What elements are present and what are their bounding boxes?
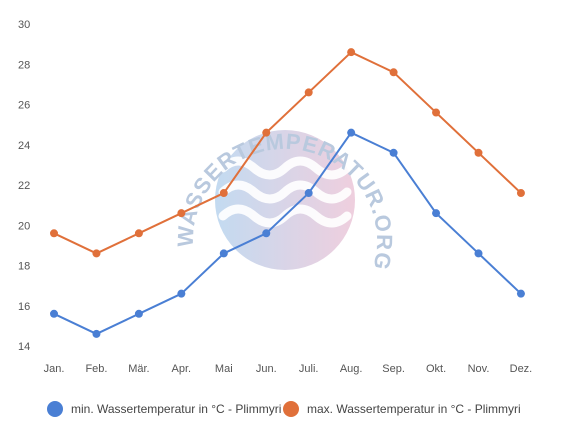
- y-tick-label: 18: [18, 261, 30, 273]
- max-data-point: [389, 68, 398, 77]
- x-tick-label: Jun.: [256, 363, 277, 375]
- max-data-point: [304, 88, 313, 97]
- y-tick-label: 24: [18, 140, 30, 152]
- min-data-point: [134, 309, 143, 318]
- y-tick-label: 22: [18, 180, 30, 192]
- x-tick-label: Mai: [215, 363, 233, 375]
- legend-marker-max: [283, 401, 299, 417]
- x-tick-label: Mär.: [128, 363, 149, 375]
- max-data-point: [516, 189, 525, 198]
- min-data-point: [516, 289, 525, 298]
- min-data-point: [92, 329, 101, 338]
- max-data-point: [134, 229, 143, 238]
- max-data-point: [92, 249, 101, 258]
- y-tick-label: 30: [18, 19, 30, 31]
- max-data-point: [432, 108, 441, 117]
- max-data-point: [50, 229, 58, 238]
- x-tick-label: Aug.: [340, 363, 363, 375]
- min-data-point: [262, 229, 271, 238]
- x-tick-label: Nov.: [468, 363, 490, 375]
- y-tick-label: 20: [18, 220, 30, 232]
- x-tick-label: Apr.: [172, 363, 192, 375]
- min-data-point: [304, 189, 313, 198]
- legend-label-max: max. Wassertemperatur in °C - Plimmyri: [307, 402, 521, 416]
- x-tick-label: Feb.: [85, 363, 107, 375]
- min-data-point: [474, 249, 483, 258]
- legend-marker-min: [47, 401, 63, 417]
- min-data-point: [50, 309, 58, 318]
- y-tick-label: 14: [18, 341, 30, 353]
- x-tick-label: Dez.: [510, 363, 533, 375]
- legend: min. Wassertemperatur in °C - Plimmyri ma…: [47, 401, 521, 417]
- min-data-point: [347, 128, 356, 137]
- min-data-point: [389, 148, 398, 157]
- max-data-point: [262, 128, 271, 137]
- min-data-point: [219, 249, 228, 258]
- y-tick-label: 28: [18, 59, 30, 71]
- x-tick-label: Juli.: [299, 363, 319, 375]
- max-data-point: [177, 209, 186, 218]
- x-tick-label: Sep.: [382, 363, 405, 375]
- x-axis: Jan. Feb. Mär. Apr. Mai Jun. Juli. Aug. Sep. Okt.…: [44, 363, 533, 375]
- watermark-wave-2: [218, 180, 352, 204]
- min-series-line: [53, 131, 522, 335]
- x-tick-label: Okt.: [426, 363, 446, 375]
- max-series-line: [53, 51, 522, 255]
- max-data-point: [219, 189, 228, 198]
- legend-label-min: min. Wassertemperatur in °C - Plimmyri: [71, 402, 281, 416]
- max-data-point: [474, 148, 483, 157]
- y-axis: 14 16 18 20 22 24 26 28 30: [18, 19, 30, 353]
- min-data-point: [177, 289, 186, 298]
- x-tick-label: Jan.: [44, 363, 65, 375]
- y-tick-label: 16: [18, 301, 30, 313]
- plot-area: [50, 48, 525, 338]
- max-data-point: [347, 48, 356, 57]
- min-data-point: [432, 209, 441, 218]
- y-tick-label: 26: [18, 100, 30, 112]
